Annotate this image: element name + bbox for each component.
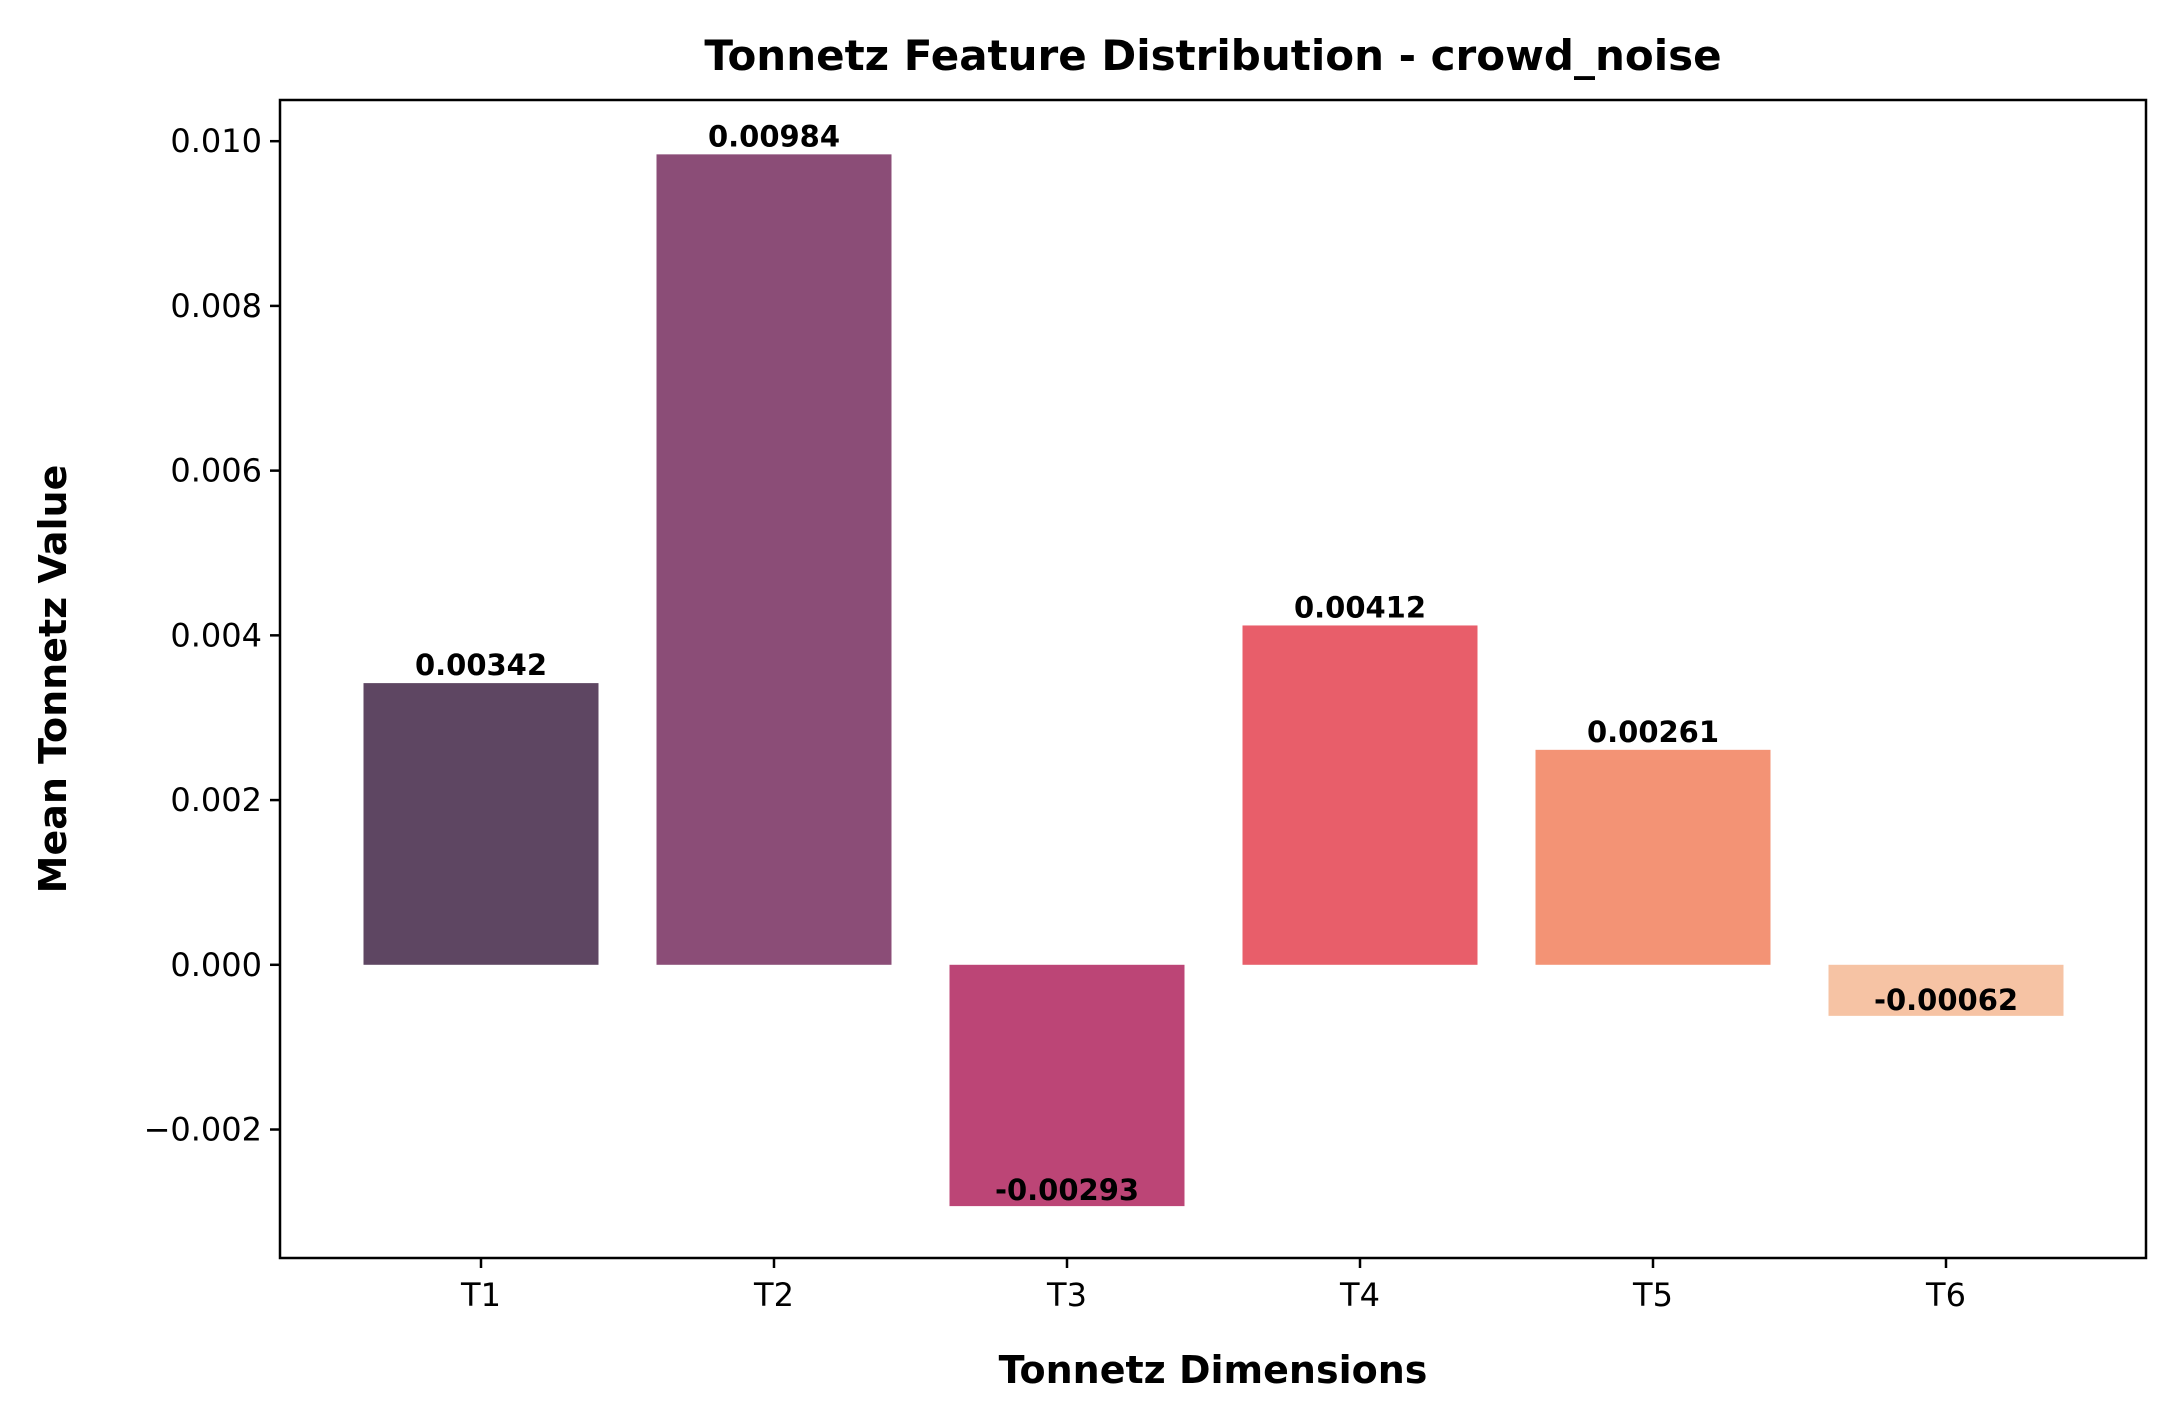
x-tick-label: T3 [1046,1276,1087,1314]
x-tick-label: T4 [1339,1276,1380,1314]
bar-t1 [363,683,599,965]
y-tick-label: 0.002 [170,781,262,819]
x-axis-label: Tonnetz Dimensions [999,1348,1428,1392]
x-tick-label: T5 [1632,1276,1673,1314]
bar-t4 [1242,625,1478,965]
y-tick-label: −0.002 [144,1111,262,1149]
x-tick-label: T2 [753,1276,794,1314]
bar-t3 [949,964,1185,1207]
data-label-t5: 0.00261 [1587,715,1719,749]
plot-frame [278,98,2148,1260]
y-axis-label: Mean Tonnetz Value [31,465,75,894]
data-label-t3: -0.00293 [995,1173,1139,1207]
y-tick-label: 0.000 [170,946,262,984]
data-label-t2: 0.00984 [708,119,840,153]
x-tick-label: T6 [1925,1276,1966,1314]
y-tick-label: 0.008 [170,287,262,325]
y-tick-label: 0.006 [170,452,262,490]
x-tick-label: T1 [460,1276,501,1314]
bar-t5 [1535,749,1771,965]
bar-t6 [1828,964,2064,1016]
y-tick-label: 0.010 [170,122,262,160]
y-tick-label: 0.004 [170,616,262,654]
data-label-t6: -0.00062 [1874,983,2018,1017]
bar-t2 [656,154,892,965]
chart-title: Tonnetz Feature Distribution - crowd_noi… [704,31,1721,80]
data-label-t4: 0.00412 [1294,590,1426,624]
data-label-t1: 0.00342 [415,648,547,682]
